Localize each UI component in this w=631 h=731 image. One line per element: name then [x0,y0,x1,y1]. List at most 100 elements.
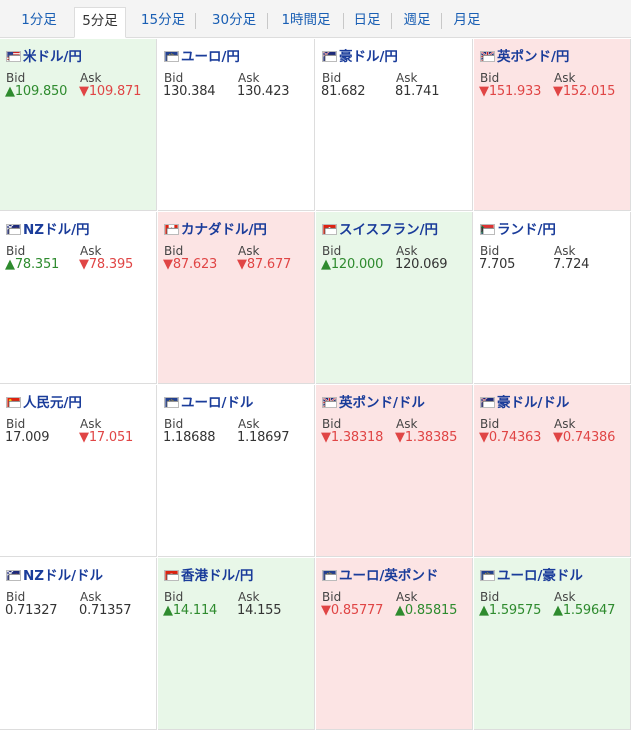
bid-value: 1.18688 [163,430,216,445]
candlestick-chart[interactable] [4,111,156,207]
bid-value: 81.682 [321,84,366,99]
candlestick-chart[interactable] [162,284,314,380]
pair-name: 香港ドル/円 [181,568,254,584]
flag-icon: 1.30361.30341.30321.3031.30283:204:205:2… [322,396,446,468]
tab-separator [267,13,268,29]
bid-value: 130.384 [163,84,216,99]
bid-label: Bid [480,244,500,258]
candlestick-chart[interactable] [320,111,472,207]
candlestick-chart[interactable] [320,630,472,726]
flag-icon: 7.7087.7067.7047.7023:204:205:20 [480,223,600,295]
chart-plot-area [482,227,577,285]
tab-separator [391,13,392,29]
pair-name: ユーロ/円 [181,49,240,65]
rate-card: 109.86109.85109.843:204:205:20米ドル/円BidAs… [0,39,157,211]
bid-arrow-icon: ▼ [479,430,489,445]
candlestick-chart[interactable] [478,111,630,207]
bid-label: Bid [6,71,26,85]
tab-separator [343,13,344,29]
pair-name-link[interactable]: 87.6687.6487.623:204:205:20カナダドル/円 [164,218,284,295]
pair-name-link[interactable]: 0.71340.71320.7130.71283:204:205:20NZドル/… [6,564,130,641]
bid-arrow-icon: ▲ [163,603,173,618]
flag-icon: 151.95151.93:204:205:20 [480,50,604,122]
ask-label: Ask [80,590,102,604]
flag-icon: 1.1871.18691.18681.18673:204:205:20 [164,396,288,468]
ask-label: Ask [396,590,418,604]
bid-value: ▼0.85777 [321,603,384,618]
chart-plot-area [324,54,419,112]
ask-value: 0.71357 [79,603,132,618]
bid-value: ▲14.114 [163,603,218,618]
ask-value: ▼0.74386 [553,430,616,445]
pair-name-link[interactable]: 17.01617.01417.01217.0117.0083:204:205:2… [6,391,130,468]
pair-name-link[interactable]: 120.04120.021203:204:205:20スイスフラン/円 [322,218,446,295]
timeframe-tabs: 1分足 5分足 15分足 30分足 1時間足 日足 週足 月足 [0,0,631,38]
candlestick-chart[interactable] [478,630,630,726]
pair-name: 豪ドル/ドル [497,395,570,411]
bid-value: ▲109.850 [5,84,68,99]
rate-card: 120.04120.021203:204:205:20スイスフラン/円BidAs… [316,212,473,384]
tab-1[interactable]: 5分足 [74,7,126,38]
ask-value: 130.423 [237,84,290,99]
bid-arrow-icon: ▲ [479,603,489,618]
tab-6[interactable]: 週足 [403,12,431,28]
ask-value: 1.18697 [237,430,290,445]
candlestick-chart[interactable] [478,284,630,380]
rate-card: 7.7087.7067.7047.7023:204:205:20ランド/円Bid… [474,212,631,384]
tab-4[interactable]: 1時間足 [281,12,331,28]
ask-arrow-icon: ▼ [79,430,89,445]
candlestick-chart[interactable] [4,457,156,553]
flag-icon: 0.71340.71320.7130.71283:204:205:20 [6,569,130,641]
bid-label: Bid [164,590,184,604]
candlestick-chart[interactable] [4,284,156,380]
bid-label: Bid [6,417,26,431]
pair-name-link[interactable]: 1.30361.30341.30321.3031.30283:204:205:2… [322,391,446,468]
flag-icon: 78.3678.3478.323:204:205:20 [6,223,126,295]
pair-name-link[interactable]: 151.95151.93:204:205:20英ポンド/円 [480,45,604,122]
pair-name-link[interactable]: 81.781.6881.6681.6481.623:204:205:20豪ドル/… [322,45,442,122]
ask-arrow-icon: ▼ [79,84,89,99]
tab-0[interactable]: 1分足 [21,12,57,28]
ask-arrow-icon: ▼ [553,84,563,99]
rate-card: 0.71340.71320.7130.71283:204:205:20NZドル/… [0,558,157,730]
tab-5[interactable]: 日足 [353,12,381,28]
tab-3[interactable]: 30分足 [211,12,257,28]
bid-label: Bid [164,244,184,258]
pair-name-link[interactable]: 78.3678.3478.323:204:205:20NZドル/円 [6,218,126,295]
candlestick-chart[interactable] [162,457,314,553]
flag-icon: 1.59651.5961.59553:204:205:20 [480,569,604,641]
flag-icon: 0.8580.85780.85763:204:205:20 [322,569,446,641]
pair-name-link[interactable]: 7.7087.7067.7047.7023:204:205:20ランド/円 [480,218,600,295]
candlestick-chart[interactable] [4,630,156,726]
chart-plot-area [166,573,261,631]
tab-7[interactable]: 月足 [453,12,481,28]
pair-name: 英ポンド/円 [497,49,570,65]
pair-name-link[interactable]: 14.11514.113:204:205:20香港ドル/円 [164,564,288,641]
candlestick-chart[interactable] [162,111,314,207]
bid-value: ▼87.623 [163,257,218,272]
ask-value: ▲0.85815 [395,603,458,618]
ask-arrow-icon: ▼ [395,430,405,445]
bid-label: Bid [480,590,500,604]
pair-name: 人民元/円 [23,395,82,411]
pair-name-link[interactable]: 0.74360.74323:204:205:20豪ドル/ドル [480,391,604,468]
candlestick-chart[interactable] [320,457,472,553]
pair-name-link[interactable]: 1.1871.18691.18681.18673:204:205:20ユーロ/ド… [164,391,288,468]
pair-name: 英ポンド/ドル [339,395,425,411]
candlestick-chart[interactable] [162,630,314,726]
rate-card: 14.11514.113:204:205:20香港ドル/円BidAsk▲14.1… [158,558,315,730]
chart-plot-area [166,54,261,112]
pair-name-link[interactable]: 0.8580.85780.85763:204:205:20ユーロ/英ポンド [322,564,446,641]
pair-name: NZドル/円 [23,222,90,238]
bid-arrow-icon: ▲ [5,84,15,99]
pair-name-link[interactable]: 1.59651.5961.59553:204:205:20ユーロ/豪ドル [480,564,604,641]
candlestick-chart[interactable] [478,457,630,553]
bid-label: Bid [322,71,342,85]
tab-2[interactable]: 15分足 [140,12,186,28]
ask-label: Ask [396,417,418,431]
ask-label: Ask [238,244,260,258]
candlestick-chart[interactable] [320,284,472,380]
pair-name-link[interactable]: 109.86109.85109.843:204:205:20米ドル/円 [6,45,130,122]
